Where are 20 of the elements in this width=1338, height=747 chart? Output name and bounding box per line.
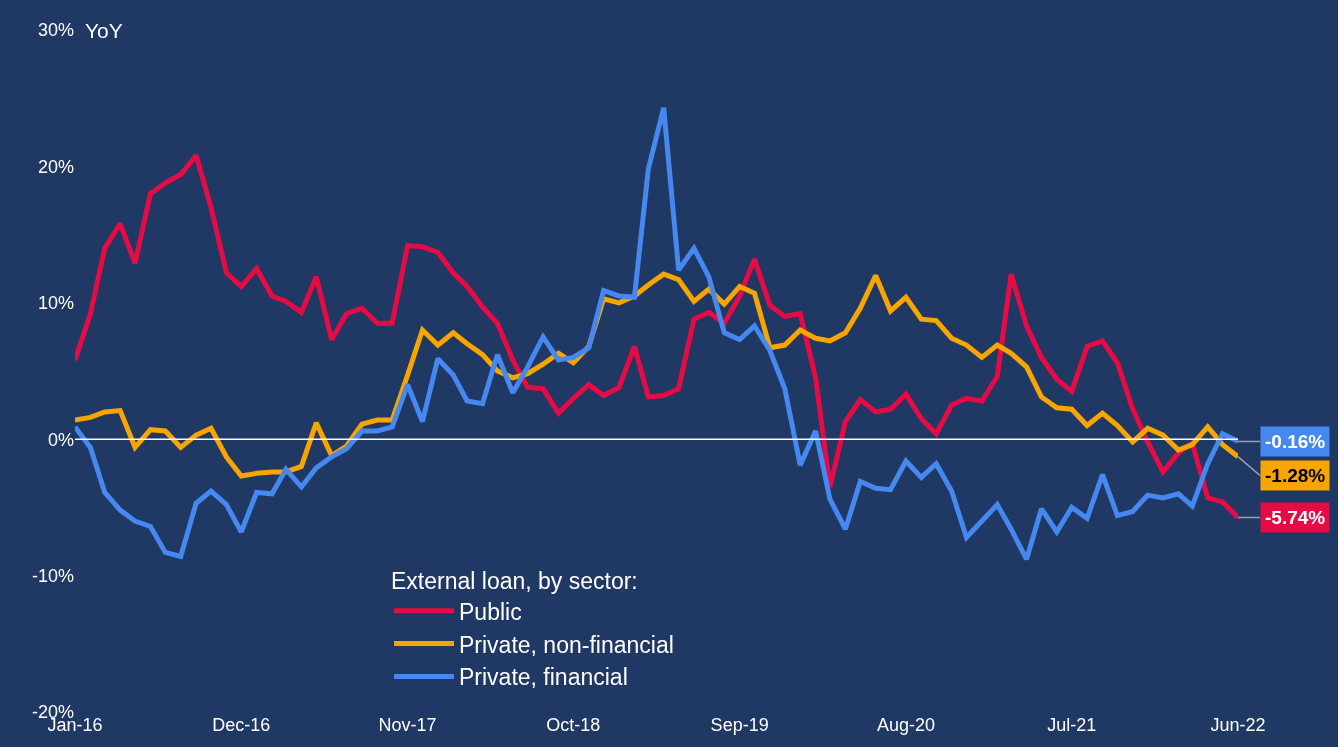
data-label: -0.16% xyxy=(1265,431,1326,452)
x-tick-label: Jul-21 xyxy=(1047,715,1097,735)
y-tick-label: -10% xyxy=(31,565,74,586)
x-tick-label: Sep-19 xyxy=(710,715,769,735)
data-label: -5.74% xyxy=(1265,507,1326,528)
data-label: -1.28% xyxy=(1265,465,1326,486)
x-tick-label: Jun-22 xyxy=(1210,715,1266,735)
y-axis-title: YoY xyxy=(85,19,123,42)
y-tick-label: 20% xyxy=(37,156,74,177)
y-tick-label: 0% xyxy=(47,429,74,450)
legend-label: Private, non-financial xyxy=(459,631,674,658)
legend-label: Private, financial xyxy=(459,664,628,691)
y-tick-label: 10% xyxy=(37,293,74,314)
x-tick-label: Aug-20 xyxy=(876,715,935,735)
x-tick-label: Nov-17 xyxy=(378,715,437,735)
legend-title: External loan, by sector: xyxy=(391,568,638,595)
x-tick-label: Oct-18 xyxy=(546,715,601,735)
y-tick-label: 30% xyxy=(37,20,74,41)
x-tick-label: Dec-16 xyxy=(212,715,271,735)
legend-label: Public xyxy=(459,598,522,625)
